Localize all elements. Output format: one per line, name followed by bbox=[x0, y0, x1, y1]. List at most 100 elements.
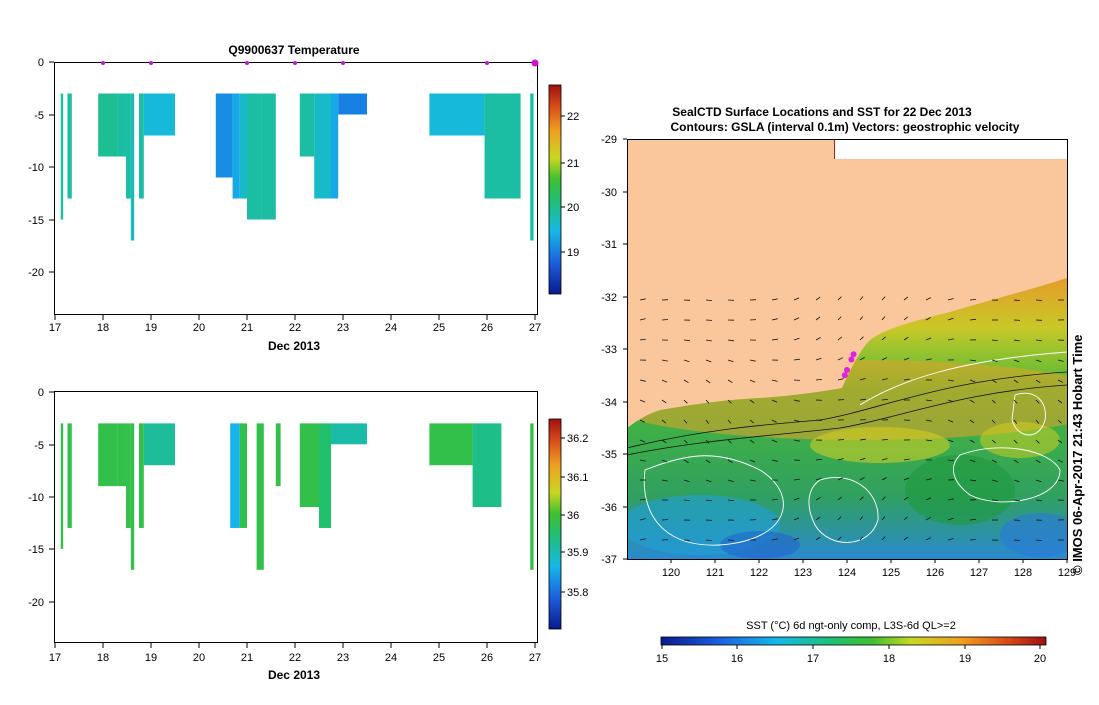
profile-bar bbox=[98, 423, 117, 486]
top-ytick-10: -10 bbox=[28, 162, 44, 174]
lon-tick-126: 126 bbox=[926, 567, 944, 579]
profile-bar bbox=[139, 94, 144, 199]
top-cbar-tick-20: 20 bbox=[567, 202, 579, 214]
lat-tick-32: -32 bbox=[601, 292, 617, 304]
bottom-chart-y-axis: 0 -5 -10 -15 -20 bbox=[28, 387, 54, 609]
velocity-arrow bbox=[1036, 540, 1042, 541]
bottom-chart-profiles bbox=[61, 423, 534, 569]
profile-marker bbox=[101, 61, 105, 65]
bottom-ytick-5: -5 bbox=[34, 440, 44, 452]
top-ytick-15: -15 bbox=[28, 215, 44, 227]
profile-bar bbox=[473, 423, 502, 507]
profile-bar bbox=[331, 94, 338, 199]
lat-tick-37: -37 bbox=[601, 554, 617, 566]
profile-marker bbox=[532, 60, 539, 67]
top-xtick-22: 22 bbox=[289, 322, 301, 334]
profile-bar bbox=[67, 423, 71, 528]
lat-tick-29: -29 bbox=[601, 134, 617, 146]
map-title-line1: SealCTD Surface Locations and SST for 22… bbox=[672, 105, 972, 119]
bottom-cbar-tick-35.9: 35.9 bbox=[567, 547, 588, 559]
profile-bar bbox=[314, 94, 331, 199]
lat-tick-34: -34 bbox=[601, 397, 617, 409]
profile-bar bbox=[126, 423, 131, 528]
top-cbar-tick-22: 22 bbox=[567, 111, 579, 123]
top-cbar-tick-21: 21 bbox=[567, 158, 579, 170]
top-ytick-5: -5 bbox=[34, 110, 44, 122]
bottom-xtick-24: 24 bbox=[385, 652, 397, 664]
profile-bar bbox=[429, 94, 484, 136]
sst-cbar-tick-19: 19 bbox=[959, 653, 971, 665]
velocity-arrow bbox=[838, 440, 844, 441]
profile-bar bbox=[126, 94, 131, 199]
bottom-ytick-15: -15 bbox=[28, 544, 44, 556]
bottom-ytick-0: 0 bbox=[38, 387, 44, 399]
top-xtick-19: 19 bbox=[145, 322, 157, 334]
bottom-chart-x-axis: 17 18 19 20 21 22 23 24 25 26 27 bbox=[49, 643, 541, 664]
seal-position-marker bbox=[851, 351, 857, 357]
profile-bar bbox=[257, 423, 264, 569]
bottom-cbar-tick-36: 36 bbox=[567, 510, 579, 522]
profile-bar bbox=[230, 423, 240, 528]
profile-bar bbox=[240, 423, 247, 528]
profile-marker bbox=[341, 61, 345, 65]
sst-cbar-tick-17: 17 bbox=[807, 653, 819, 665]
velocity-arrow bbox=[662, 520, 668, 521]
profile-bar bbox=[216, 94, 233, 178]
sst-cbar-tick-20: 20 bbox=[1034, 653, 1046, 665]
lat-tick-30: -30 bbox=[601, 187, 617, 199]
sst-cbar-tick-15: 15 bbox=[656, 653, 668, 665]
lon-tick-123: 123 bbox=[794, 567, 812, 579]
profile-bar bbox=[117, 94, 126, 157]
top-colorbar-gradient bbox=[549, 85, 561, 294]
profile-bar bbox=[61, 423, 63, 549]
profile-marker bbox=[485, 61, 489, 65]
velocity-arrow bbox=[992, 500, 998, 501]
profile-bar bbox=[117, 423, 126, 486]
seal-position-marker bbox=[844, 367, 850, 373]
bottom-xtick-27: 27 bbox=[529, 652, 541, 664]
profile-bar bbox=[331, 423, 367, 444]
profile-bar bbox=[429, 423, 472, 465]
lat-tick-33: -33 bbox=[601, 344, 617, 356]
lat-tick-35: -35 bbox=[601, 449, 617, 461]
profile-bar bbox=[338, 94, 367, 115]
bottom-cbar-tick-36.2: 36.2 bbox=[567, 433, 588, 445]
profile-bar bbox=[530, 94, 533, 241]
green-patch-a bbox=[905, 455, 1015, 525]
top-xtick-25: 25 bbox=[433, 322, 445, 334]
profile-bar bbox=[485, 94, 521, 199]
top-xtick-18: 18 bbox=[97, 322, 109, 334]
bottom-xtick-19: 19 bbox=[145, 652, 157, 664]
lat-tick-36: -36 bbox=[601, 502, 617, 514]
top-cbar-tick-19: 19 bbox=[567, 247, 579, 259]
bottom-xtick-21: 21 bbox=[241, 652, 253, 664]
bottom-colorbar: 36.2 36.1 36 35.9 35.8 bbox=[549, 419, 588, 629]
velocity-arrow bbox=[1036, 300, 1042, 301]
bottom-ytick-10: -10 bbox=[28, 492, 44, 504]
bottom-xtick-22: 22 bbox=[289, 652, 301, 664]
sst-map bbox=[600, 139, 1099, 559]
bottom-cbar-tick-36.1: 36.1 bbox=[567, 472, 588, 484]
missing-data-patch bbox=[835, 139, 1067, 159]
profile-bar bbox=[144, 94, 175, 136]
top-ytick-20: -20 bbox=[28, 267, 44, 279]
profile-bar bbox=[61, 94, 63, 220]
sst-cbar-tick-18: 18 bbox=[883, 653, 895, 665]
bottom-xtick-20: 20 bbox=[193, 652, 205, 664]
top-xtick-26: 26 bbox=[481, 322, 493, 334]
sst-colorbar-gradient bbox=[661, 637, 1046, 645]
profile-marker bbox=[293, 61, 297, 65]
profile-bar bbox=[300, 423, 319, 507]
lon-tick-120: 120 bbox=[662, 567, 680, 579]
profile-bar bbox=[144, 423, 175, 465]
profile-bar bbox=[530, 423, 533, 569]
top-xtick-27: 27 bbox=[529, 322, 541, 334]
profile-bar bbox=[319, 423, 331, 528]
map-lat-axis: -29 -30 -31 -32 -33 -34 -35 -36 -37 bbox=[601, 134, 627, 566]
profile-bar bbox=[67, 94, 71, 199]
profile-marker bbox=[245, 61, 249, 65]
profile-bar bbox=[98, 94, 117, 157]
top-chart-y-axis: 0 -5 -10 -15 -20 bbox=[28, 57, 54, 279]
bottom-xtick-26: 26 bbox=[481, 652, 493, 664]
